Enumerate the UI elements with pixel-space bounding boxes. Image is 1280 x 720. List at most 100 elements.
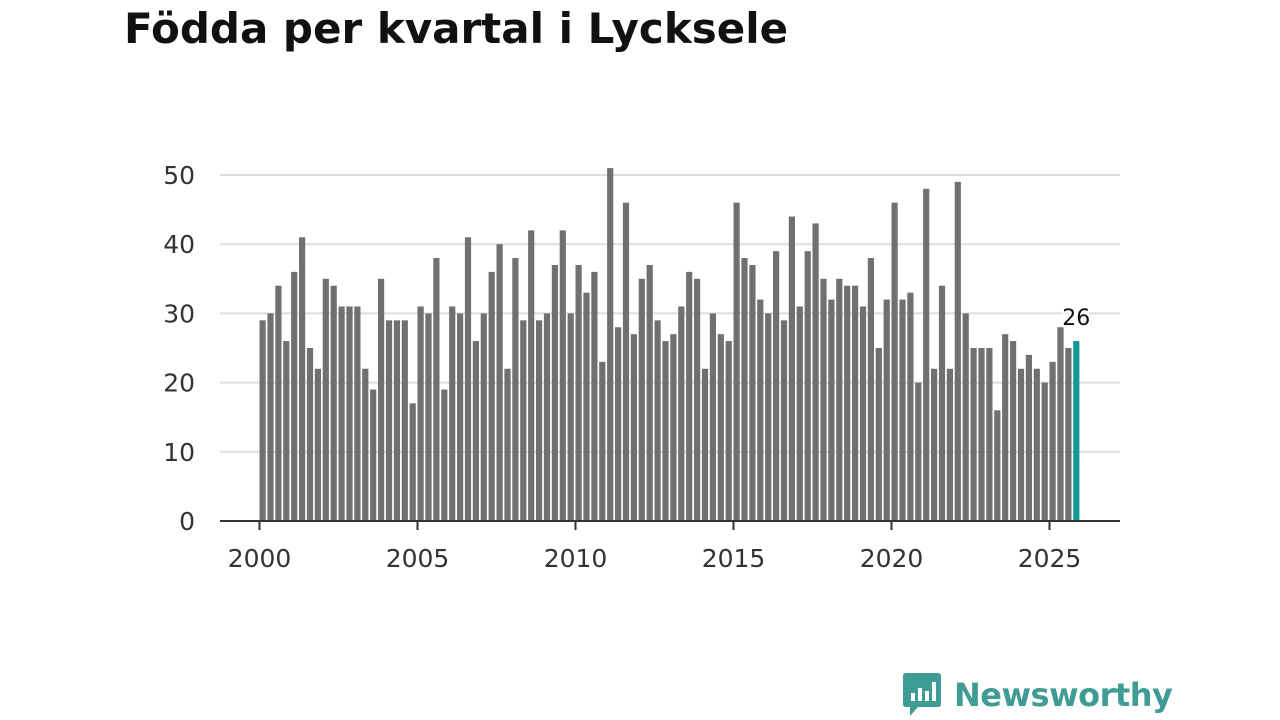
bar [1033,368,1040,521]
bar [306,348,314,521]
bar [441,389,448,521]
bar [583,292,590,521]
value-label-latest: 26 [1062,306,1090,331]
bar [275,285,282,521]
y-tick-label: 20 [163,369,195,398]
bar [496,244,503,521]
bar [1025,354,1032,521]
bar [401,320,408,521]
bar [536,320,543,521]
bar [283,341,290,521]
y-tick-label: 0 [179,507,195,536]
bar [733,202,740,521]
bar [472,341,479,521]
bar [543,313,551,521]
grid-lines [220,174,1120,453]
bar [741,258,748,521]
bar [615,327,622,521]
x-axis-labels: 2000 2005 2010 2015 2020 2025 [228,544,1082,573]
bar [259,320,266,521]
y-tick-label: 10 [163,438,195,467]
bar [804,251,811,521]
bar [409,403,416,521]
newsworthy-logo: Newsworthy [902,670,1173,720]
bar [622,202,630,521]
bar [480,313,487,521]
x-axis [220,520,1120,530]
bar [559,230,566,522]
bar [923,188,930,521]
y-tick-label: 40 [163,230,195,259]
annotations: 26 [1060,304,1093,334]
bars [259,168,1080,522]
bar [464,237,472,521]
bar [346,306,353,521]
bar [883,299,890,521]
bar [749,264,756,521]
bar [852,285,859,521]
bar [709,313,716,521]
bar [299,237,306,521]
bar [812,223,819,521]
bar [314,368,321,521]
bar [488,271,495,521]
bar [512,258,519,521]
newsworthy-logo-text: Newsworthy [954,676,1173,714]
bar [796,306,803,521]
bar [694,278,701,521]
bar [638,278,645,521]
bar [662,341,669,521]
bar [773,251,780,521]
bar [1057,327,1064,521]
x-tick-label: 2015 [702,544,766,573]
bar [970,348,977,521]
bar [646,264,653,521]
bar [899,299,906,521]
bar [1002,334,1009,521]
bar [1017,368,1025,521]
bar [844,285,851,521]
x-tick-label: 2005 [386,544,450,573]
bar [954,181,961,522]
bar [330,285,337,521]
bar-latest [1073,341,1080,521]
y-tick-label: 50 [163,161,195,190]
bar [322,278,329,521]
bar [338,306,345,521]
bar [291,271,298,521]
bar [931,368,938,521]
bar [757,299,764,521]
bar [267,313,274,521]
bar [528,230,535,522]
bar [599,361,606,521]
y-tick-label: 30 [163,299,195,328]
bar [425,313,432,521]
bar [780,320,788,521]
x-tick-label: 2020 [860,544,924,573]
bar [978,348,985,521]
bar [654,320,661,521]
bar [836,278,843,521]
bar [1049,361,1056,521]
bar [362,368,369,521]
bar [717,334,724,521]
bar [567,313,574,521]
y-axis-labels: 0 10 20 30 40 50 [163,161,195,536]
bar [449,306,456,521]
bar [701,368,709,521]
bar [457,313,464,521]
bar [725,341,732,521]
bar [417,306,424,521]
bar [1010,341,1017,521]
bar [630,334,637,521]
bar [828,299,835,521]
bar [678,306,685,521]
bar [520,320,527,521]
bar [875,348,882,521]
bar [670,334,677,521]
bar [915,382,922,521]
x-tick-label: 2010 [544,544,608,573]
bar [433,258,440,521]
bar [867,258,874,521]
